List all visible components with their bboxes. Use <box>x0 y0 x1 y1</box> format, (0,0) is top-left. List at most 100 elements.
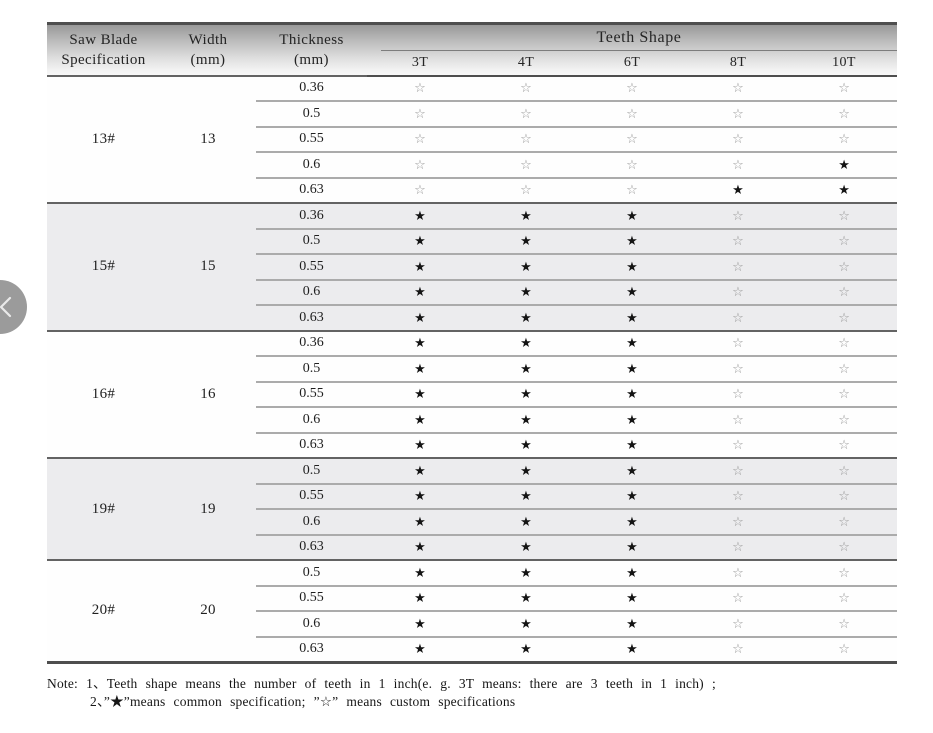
outline-star-icon: ☆ <box>626 183 638 199</box>
spec-cell: 20# <box>47 559 160 662</box>
mark-cell: ★ <box>367 533 473 560</box>
mark-cell: ★ <box>473 635 579 662</box>
filled-star-icon: ★ <box>520 565 532 581</box>
outline-star-icon: ☆ <box>626 157 638 173</box>
outline-star-icon: ☆ <box>838 234 850 250</box>
mark-cell: ☆ <box>685 329 791 356</box>
outline-star-icon: ☆ <box>520 81 532 97</box>
table-row: 0.6 ★ ★ ★ ☆ ☆ <box>47 406 898 433</box>
filled-star-icon: ★ <box>626 361 638 377</box>
filled-star-icon: ★ <box>626 310 638 326</box>
mark-cell: ☆ <box>685 533 791 560</box>
outline-star-icon: ☆ <box>732 361 744 377</box>
thickness-cell: 0.36 <box>256 202 367 229</box>
mark-cell: ☆ <box>791 278 898 305</box>
table-row: 0.63 ☆ ☆ ☆ ★ ★ <box>47 176 898 203</box>
mark-cell: ★ <box>473 559 579 586</box>
mark-cell: ★ <box>473 533 579 560</box>
mark-cell: ☆ <box>791 74 898 101</box>
mark-cell: ☆ <box>579 74 685 101</box>
mark-cell: ☆ <box>791 482 898 509</box>
mark-cell: ★ <box>579 508 685 535</box>
mark-cell: ★ <box>473 202 579 229</box>
filled-star-icon: ★ <box>838 157 850 173</box>
mark-cell: ☆ <box>685 304 791 331</box>
outline-star-icon: ☆ <box>838 208 850 224</box>
spec-cell: 16# <box>47 329 160 458</box>
header-4t: 4T <box>473 51 579 77</box>
mark-cell: ☆ <box>685 151 791 178</box>
header-thickness-line2: (mm) <box>294 51 329 68</box>
mark-cell: ☆ <box>791 125 898 152</box>
table-row: 0.55 ☆ ☆ ☆ ☆ ☆ <box>47 125 898 152</box>
table-row: 0.5 ☆ ☆ ☆ ☆ ☆ <box>47 100 898 127</box>
mark-cell: ★ <box>367 431 473 458</box>
thickness-cell: 0.5 <box>256 227 367 254</box>
header-spec: Saw Blade Specification <box>47 24 160 76</box>
thickness-cell: 0.5 <box>256 559 367 586</box>
table-row: 0.63 ★ ★ ★ ☆ ☆ <box>47 304 898 331</box>
outline-star-icon: ☆ <box>520 106 532 122</box>
filled-star-icon: ★ <box>414 361 426 377</box>
mark-cell: ☆ <box>685 457 791 484</box>
table-row: 0.55 ★ ★ ★ ☆ ☆ <box>47 584 898 611</box>
mark-cell: ☆ <box>685 406 791 433</box>
outline-star-icon: ☆ <box>732 642 744 657</box>
filled-star-icon: ★ <box>520 310 532 326</box>
mark-cell: ☆ <box>473 176 579 203</box>
mark-cell: ★ <box>579 482 685 509</box>
filled-star-icon: ★ <box>520 438 532 454</box>
mark-cell: ☆ <box>791 559 898 586</box>
mark-cell: ★ <box>579 304 685 331</box>
filled-star-icon: ★ <box>520 489 532 505</box>
header-3t: 3T <box>367 51 473 77</box>
outline-star-icon: ☆ <box>414 81 426 97</box>
mark-cell: ☆ <box>791 304 898 331</box>
header-thickness-line1: Thickness <box>279 31 344 48</box>
filled-star-icon: ★ <box>414 489 426 505</box>
filled-star-icon: ★ <box>414 438 426 454</box>
thickness-cell: 0.55 <box>256 380 367 407</box>
filled-star-icon: ★ <box>414 310 426 326</box>
mark-cell: ★ <box>685 176 791 203</box>
outline-star-icon: ☆ <box>838 81 850 97</box>
spec-cell: 13# <box>47 74 160 203</box>
outline-star-icon: ☆ <box>732 489 744 505</box>
mark-cell: ★ <box>579 559 685 586</box>
prev-arrow-button[interactable] <box>0 280 27 334</box>
filled-star-icon: ★ <box>520 361 532 377</box>
mark-cell: ★ <box>473 457 579 484</box>
thickness-cell: 0.63 <box>256 533 367 560</box>
mark-cell: ★ <box>367 482 473 509</box>
mark-cell: ☆ <box>791 635 898 662</box>
mark-cell: ★ <box>473 253 579 280</box>
filled-star-icon: ★ <box>520 540 532 556</box>
filled-star-icon: ★ <box>626 514 638 530</box>
thickness-cell: 0.55 <box>256 125 367 152</box>
thickness-cell: 0.55 <box>256 584 367 611</box>
filled-star-icon: ★ <box>626 591 638 607</box>
mark-cell: ☆ <box>791 610 898 637</box>
filled-star-icon: ★ <box>520 285 532 301</box>
outline-star-icon: ☆ <box>838 463 850 479</box>
mark-cell: ★ <box>367 227 473 254</box>
outline-star-icon: ☆ <box>732 132 744 148</box>
mark-cell: ★ <box>579 635 685 662</box>
header-10t: 10T <box>791 51 898 77</box>
thickness-cell: 0.63 <box>256 304 367 331</box>
header-spec-line2: Specification <box>61 51 146 68</box>
outline-star-icon: ☆ <box>732 336 744 352</box>
thickness-cell: 0.36 <box>256 74 367 101</box>
filled-star-icon: ★ <box>520 387 532 403</box>
note-line-2: 2、”★”means common specification; ”☆” mea… <box>90 693 516 709</box>
outline-star-icon: ☆ <box>732 387 744 403</box>
outline-star-icon: ☆ <box>838 106 850 122</box>
thickness-cell: 0.5 <box>256 457 367 484</box>
mark-cell: ☆ <box>791 431 898 458</box>
mark-cell: ★ <box>791 176 898 203</box>
outline-star-icon: ☆ <box>626 81 638 97</box>
filled-star-icon: ★ <box>626 642 638 657</box>
thickness-cell: 0.36 <box>256 329 367 356</box>
note: Note: 1、Teeth shape means the number of … <box>47 675 897 711</box>
outline-star-icon: ☆ <box>732 412 744 428</box>
